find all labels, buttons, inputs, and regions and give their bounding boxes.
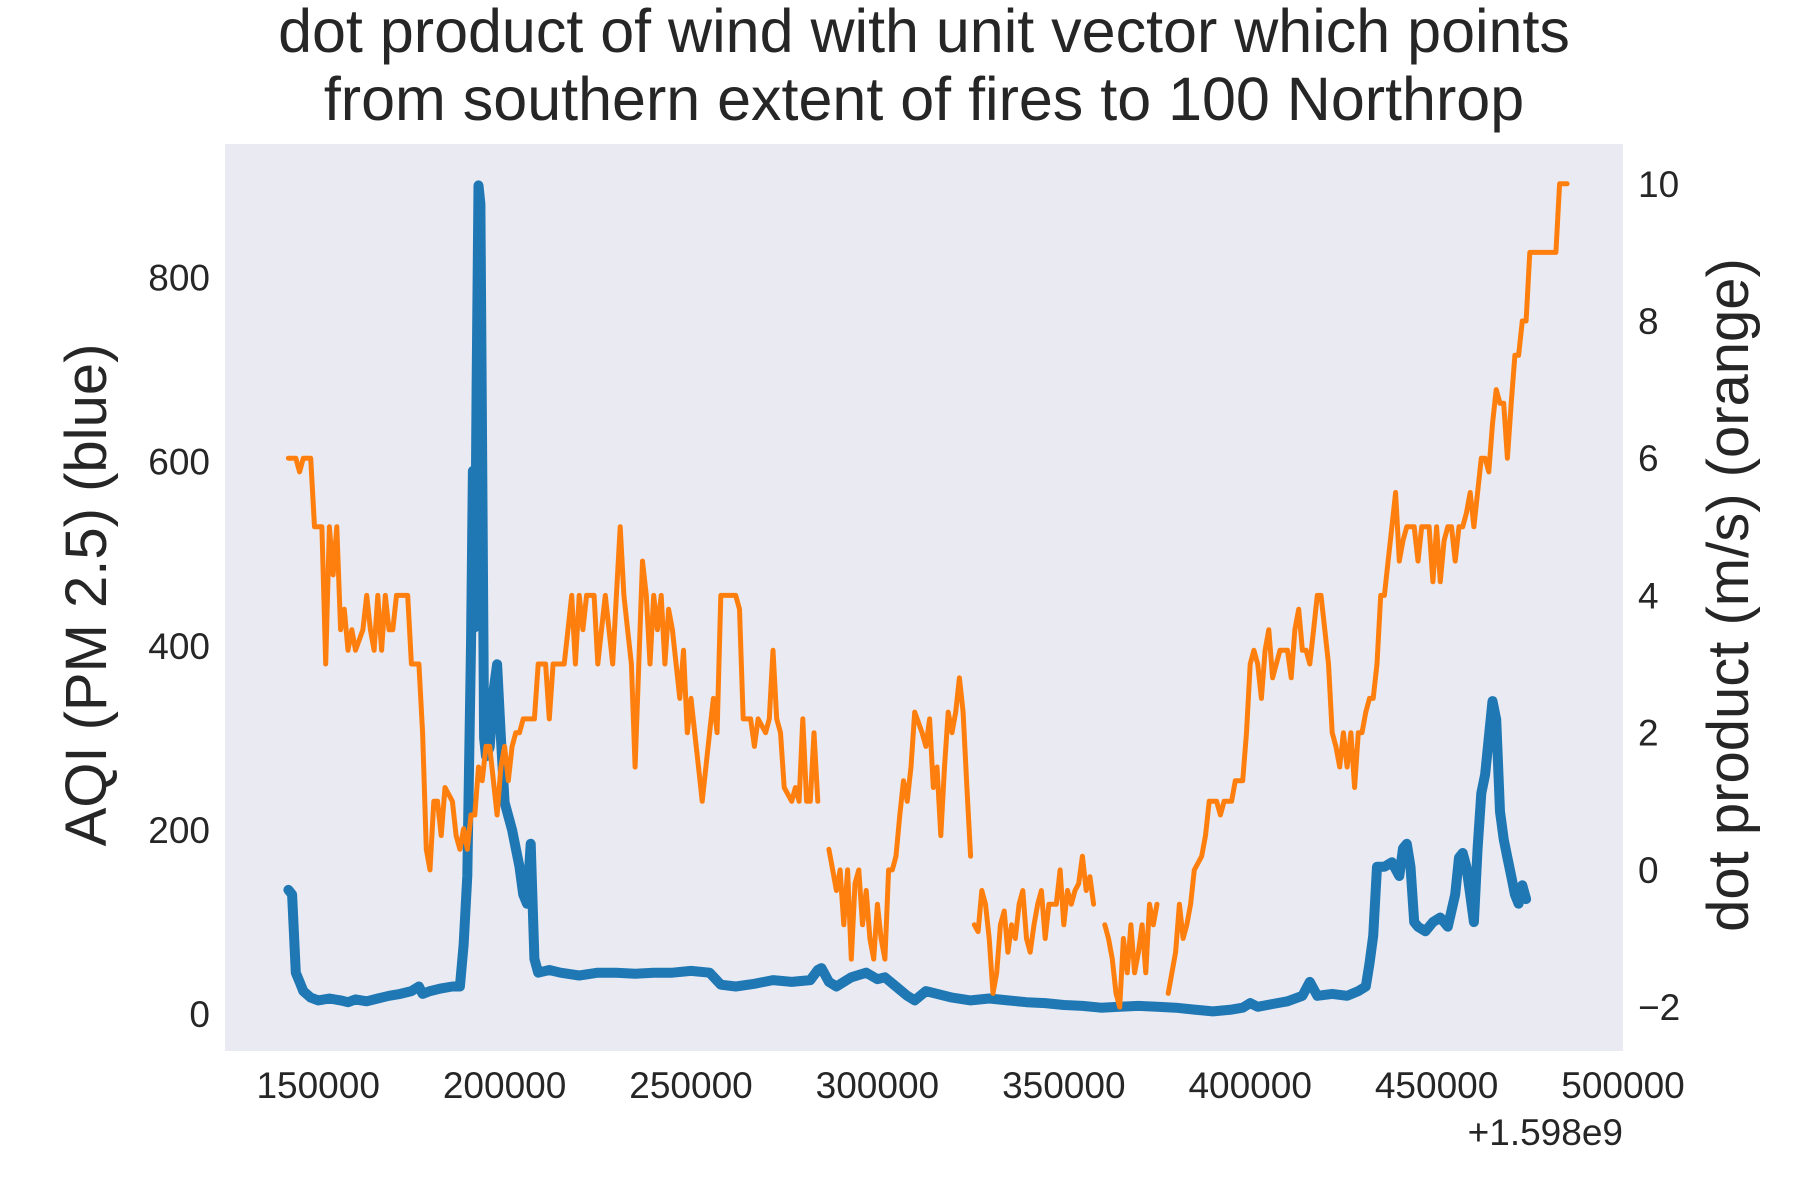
x-axis-offset-label: +1.598e9 bbox=[1468, 1112, 1623, 1153]
x-tick-label: 150000 bbox=[256, 1065, 379, 1106]
plot-area bbox=[225, 144, 1623, 1051]
y-right-tick-label: 2 bbox=[1638, 713, 1659, 754]
y-right-axis-ticks: −2 0 2 4 6 8 10 bbox=[1638, 164, 1680, 1028]
y-left-tick-label: 200 bbox=[148, 810, 210, 851]
aqi-series-line bbox=[283, 180, 1532, 1017]
y-left-tick-label: 600 bbox=[148, 442, 210, 483]
dot-product-series-line bbox=[1165, 181, 1570, 996]
x-tick-label: 350000 bbox=[1002, 1065, 1125, 1106]
x-tick-label: 450000 bbox=[1375, 1065, 1498, 1106]
dot-product-series-line bbox=[971, 853, 1097, 996]
y-right-tick-label: 4 bbox=[1638, 575, 1659, 616]
x-tick-label: 250000 bbox=[629, 1065, 752, 1106]
y-right-tick-label: 6 bbox=[1638, 438, 1659, 479]
y-left-tick-label: 0 bbox=[189, 994, 210, 1035]
y-right-tick-label: 8 bbox=[1638, 301, 1659, 342]
y-left-axis-label: AQI (PM 2.5) (blue) bbox=[54, 344, 119, 847]
x-tick-label: 300000 bbox=[816, 1065, 939, 1106]
y-right-axis-label: dot product (m/s) (orange) bbox=[1696, 258, 1761, 932]
x-axis-ticks: 150000 200000 250000 300000 350000 400000 4500… bbox=[256, 1065, 1684, 1106]
x-tick-label: 200000 bbox=[443, 1065, 566, 1106]
dot-product-series-line bbox=[1102, 901, 1160, 1010]
y-right-tick-label: 0 bbox=[1638, 850, 1659, 891]
chart-title-line-1: dot product of wind with unit vector whi… bbox=[278, 0, 1570, 65]
dot-product-series-line bbox=[826, 675, 974, 962]
y-left-tick-label: 400 bbox=[148, 626, 210, 667]
y-left-tick-label: 800 bbox=[148, 258, 210, 299]
x-tick-label: 500000 bbox=[1561, 1065, 1684, 1106]
y-right-tick-label: 10 bbox=[1638, 164, 1679, 205]
dot-product-series-line bbox=[285, 455, 821, 873]
x-tick-label: 400000 bbox=[1188, 1065, 1311, 1106]
chart-title-line-2: from southern extent of fires to 100 Nor… bbox=[324, 65, 1524, 133]
y-right-tick-label: −2 bbox=[1638, 987, 1680, 1028]
y-left-axis-ticks: 0 200 400 600 800 bbox=[148, 258, 210, 1036]
series-layer bbox=[283, 180, 1570, 1017]
